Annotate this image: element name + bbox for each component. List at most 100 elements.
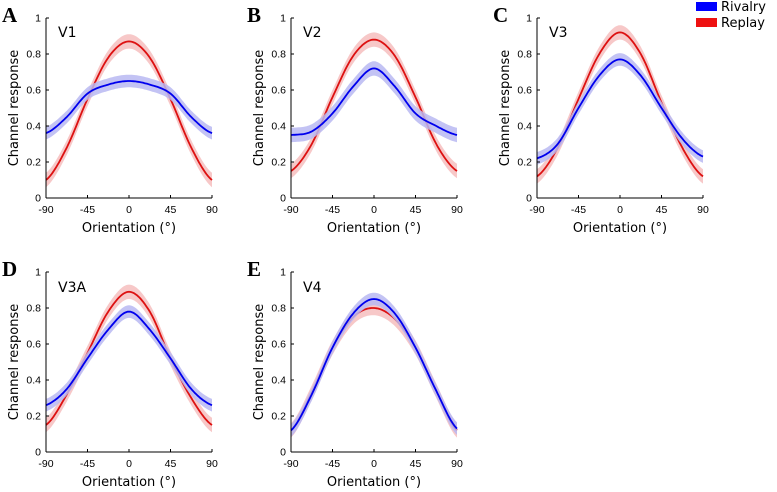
panel-e: E 0 0.2 0.4 0.6 0.8 1 -90 -45 0 45 90 V4 Orientation … <box>247 257 463 490</box>
rivalry-line <box>290 298 458 432</box>
y-tick-label: 0.8 <box>26 303 41 315</box>
x-tick-label: 0 <box>617 204 623 216</box>
x-tick-label: -45 <box>571 204 586 216</box>
panel-c: C 0 0.2 0.4 0.6 0.8 1 -90 -45 0 45 90 V3 Orientation … <box>493 3 709 236</box>
x-tick-label: 0 <box>371 204 377 216</box>
y-tick-label: 0.2 <box>26 157 41 169</box>
y-axis-label: Channel response <box>252 50 267 167</box>
x-tick-label: 45 <box>165 458 177 470</box>
y-axis-label: Channel response <box>7 50 22 167</box>
y-tick-label: 1 <box>280 13 286 25</box>
panel-letter: D <box>2 257 17 281</box>
y-tick-label: 0.6 <box>26 85 41 97</box>
panel-b: B 0 0.2 0.4 0.6 0.8 1 -90 -45 0 45 90 V2 Orientation … <box>247 3 463 236</box>
replay-error-band <box>291 300 457 438</box>
y-tick-label: 0.2 <box>517 157 532 169</box>
y-tick-label: 0.6 <box>26 339 41 351</box>
y-tick-label: 1 <box>526 13 532 25</box>
rivalry-line <box>536 58 704 160</box>
y-tick-label: 0 <box>526 193 532 205</box>
region-label: V3 <box>549 25 567 41</box>
y-tick-label: 0.8 <box>26 49 41 61</box>
y-tick-label: 1 <box>35 13 41 25</box>
panels: A 0 0.2 0.4 0.6 0.8 1 -90 -45 0 45 90 V1 Orientation … <box>2 3 709 490</box>
panel-letter: C <box>493 3 508 27</box>
x-tick-label: -45 <box>80 458 95 470</box>
panel-d: D 0 0.2 0.4 0.6 0.8 1 -90 -45 0 45 90 V3A Orientation… <box>2 257 218 490</box>
y-tick-label: 0.6 <box>271 85 286 97</box>
x-tick-label: -90 <box>38 204 53 216</box>
region-label: V2 <box>303 25 321 41</box>
x-axis-label: Orientation (°) <box>82 221 176 236</box>
rivalry-error-band <box>291 61 457 143</box>
y-tick-label: 0.4 <box>517 121 532 133</box>
y-tick-label: 0 <box>280 193 286 205</box>
y-tick-label: 1 <box>35 267 41 279</box>
legend-label-rivalry: Rivalry <box>721 0 766 15</box>
x-tick-label: 90 <box>697 204 709 216</box>
x-tick-label: -45 <box>80 204 95 216</box>
x-tick-label: -45 <box>325 458 340 470</box>
x-tick-label: -45 <box>325 204 340 216</box>
y-tick-label: 1 <box>280 267 286 279</box>
region-label: V1 <box>58 25 76 41</box>
replay-error-band <box>537 25 703 184</box>
y-tick-label: 0 <box>280 447 286 459</box>
y-tick-label: 0.4 <box>26 121 41 133</box>
y-tick-label: 0.4 <box>271 375 286 387</box>
y-tick-label: 0 <box>35 193 41 205</box>
y-tick-label: 0.4 <box>26 375 41 387</box>
y-tick-label: 0.4 <box>271 121 286 133</box>
x-axis-label: Orientation (°) <box>327 475 421 490</box>
x-tick-label: 45 <box>656 204 668 216</box>
replay-line <box>290 307 458 432</box>
x-axis-label: Orientation (°) <box>327 221 421 236</box>
x-tick-label: 0 <box>371 458 377 470</box>
legend: Rivalry Replay <box>696 0 766 31</box>
panel-letter: E <box>247 257 261 281</box>
region-label: V3A <box>58 280 86 296</box>
y-tick-label: 0.2 <box>26 411 41 423</box>
y-tick-label: 0.2 <box>271 157 286 169</box>
y-tick-label: 0.2 <box>271 411 286 423</box>
y-tick-label: 0.8 <box>271 49 286 61</box>
x-axis-label: Orientation (°) <box>82 475 176 490</box>
y-tick-label: 0.8 <box>271 303 286 315</box>
rivalry-line <box>45 310 213 407</box>
rivalry-line <box>290 67 458 136</box>
panel-a: A 0 0.2 0.4 0.6 0.8 1 -90 -45 0 45 90 V1 Orientation … <box>2 3 218 236</box>
x-tick-label: -90 <box>529 204 544 216</box>
x-axis-label: Orientation (°) <box>573 221 667 236</box>
region-label: V4 <box>303 280 322 296</box>
legend-swatch-replay <box>696 18 717 27</box>
y-tick-label: 0 <box>35 447 41 459</box>
x-tick-label: 90 <box>206 204 218 216</box>
x-tick-label: 90 <box>451 458 463 470</box>
panel-letter: A <box>2 3 18 27</box>
panel-letter: B <box>247 3 261 27</box>
y-axis-label: Channel response <box>498 50 513 167</box>
y-axis-label: Channel response <box>252 304 267 421</box>
x-tick-label: -90 <box>283 204 298 216</box>
x-tick-label: -90 <box>38 458 53 470</box>
x-tick-label: 45 <box>410 204 422 216</box>
x-tick-label: 0 <box>126 458 132 470</box>
x-tick-label: 45 <box>165 204 177 216</box>
replay-error-band <box>291 32 457 179</box>
legend-swatch-rivalry <box>696 2 717 11</box>
x-tick-label: 90 <box>451 204 463 216</box>
x-tick-label: 0 <box>126 204 132 216</box>
x-tick-label: -90 <box>283 458 298 470</box>
legend-label-replay: Replay <box>721 16 765 31</box>
rivalry-error-band <box>537 53 703 165</box>
x-tick-label: 90 <box>206 458 218 470</box>
replay-line <box>290 38 458 172</box>
rivalry-line <box>45 80 213 135</box>
y-tick-label: 0.6 <box>271 339 286 351</box>
x-tick-label: 45 <box>410 458 422 470</box>
y-tick-label: 0.6 <box>517 85 532 97</box>
y-tick-label: 0.8 <box>517 49 532 61</box>
replay-line <box>45 40 213 181</box>
rivalry-error-band <box>46 74 212 140</box>
